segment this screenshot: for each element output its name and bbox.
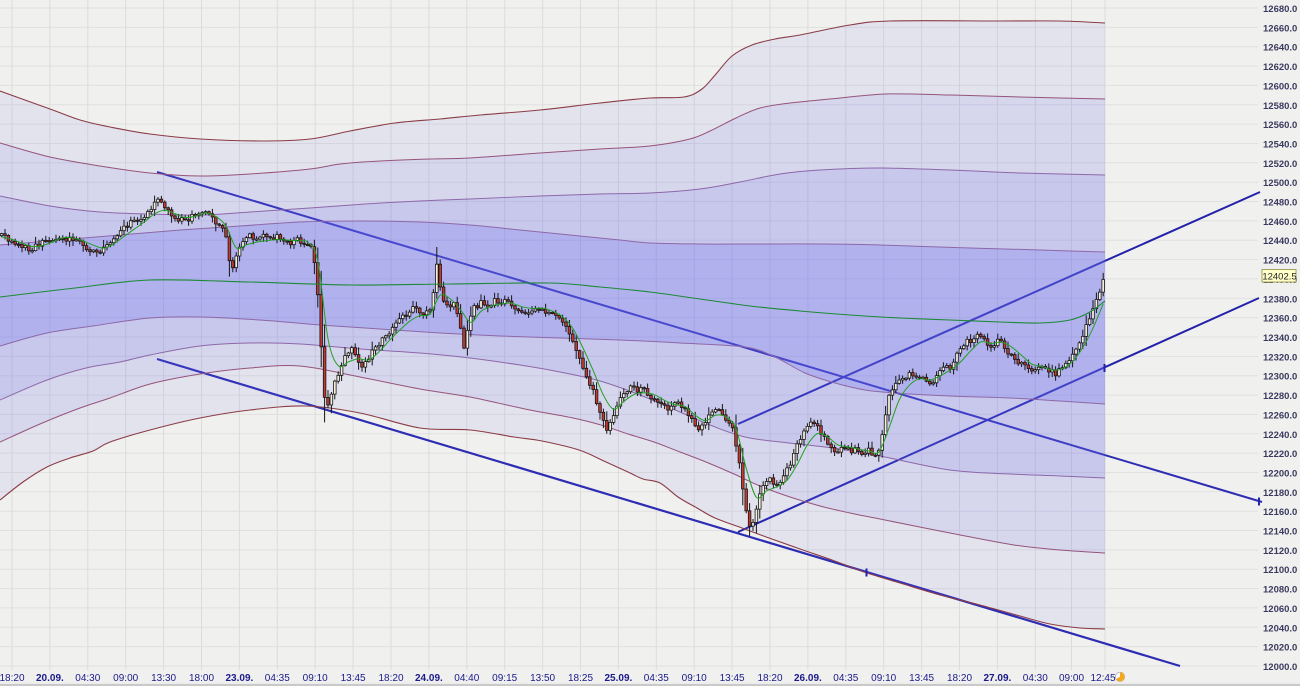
svg-text:12280.0: 12280.0 bbox=[1263, 391, 1297, 402]
svg-text:23.09.: 23.09. bbox=[225, 673, 253, 684]
svg-text:12200.0: 12200.0 bbox=[1263, 469, 1297, 480]
svg-text:13:30: 13:30 bbox=[151, 673, 176, 684]
svg-text:12640.0: 12640.0 bbox=[1263, 43, 1297, 54]
svg-text:12560.0: 12560.0 bbox=[1263, 120, 1297, 131]
svg-text:09:15: 09:15 bbox=[492, 673, 517, 684]
svg-text:18:20: 18:20 bbox=[947, 673, 972, 684]
svg-text:12680.0: 12680.0 bbox=[1263, 4, 1297, 15]
svg-text:12420.0: 12420.0 bbox=[1263, 256, 1297, 267]
svg-text:13:45: 13:45 bbox=[909, 673, 934, 684]
svg-text:12540.0: 12540.0 bbox=[1263, 140, 1297, 151]
svg-text:04:30: 04:30 bbox=[1023, 673, 1048, 684]
svg-text:12020.0: 12020.0 bbox=[1263, 643, 1297, 654]
svg-text:09:00: 09:00 bbox=[1059, 673, 1084, 684]
svg-text:12402.5: 12402.5 bbox=[1262, 272, 1296, 283]
svg-text:12500.0: 12500.0 bbox=[1263, 178, 1297, 189]
svg-text:12180.0: 12180.0 bbox=[1263, 488, 1297, 499]
svg-text:18:00: 18:00 bbox=[189, 673, 214, 684]
svg-text:12600.0: 12600.0 bbox=[1263, 81, 1297, 92]
svg-text:12520.0: 12520.0 bbox=[1263, 159, 1297, 170]
svg-text:13:45: 13:45 bbox=[720, 673, 745, 684]
svg-text:09:10: 09:10 bbox=[871, 673, 896, 684]
svg-text:25.09.: 25.09. bbox=[604, 673, 632, 684]
svg-text:12100.0: 12100.0 bbox=[1263, 565, 1297, 576]
svg-text:12000.0: 12000.0 bbox=[1263, 662, 1297, 673]
svg-text:04:35: 04:35 bbox=[265, 673, 290, 684]
svg-text:12300.0: 12300.0 bbox=[1263, 372, 1297, 383]
svg-text:12460.0: 12460.0 bbox=[1263, 217, 1297, 228]
svg-text:18:20: 18:20 bbox=[378, 673, 403, 684]
svg-text:12060.0: 12060.0 bbox=[1263, 604, 1297, 615]
svg-text:12240.0: 12240.0 bbox=[1263, 430, 1297, 441]
svg-text:12360.0: 12360.0 bbox=[1263, 314, 1297, 325]
svg-text:12120.0: 12120.0 bbox=[1263, 546, 1297, 557]
svg-text:12140.0: 12140.0 bbox=[1263, 527, 1297, 538]
svg-text:18:25: 18:25 bbox=[568, 673, 593, 684]
svg-text:04:35: 04:35 bbox=[644, 673, 669, 684]
svg-text:12380.0: 12380.0 bbox=[1263, 294, 1297, 305]
svg-text:12080.0: 12080.0 bbox=[1263, 585, 1297, 596]
svg-text:20.09.: 20.09. bbox=[36, 673, 64, 684]
svg-text:12160.0: 12160.0 bbox=[1263, 507, 1297, 518]
svg-text:24.09.: 24.09. bbox=[415, 673, 443, 684]
svg-text:18:20: 18:20 bbox=[0, 673, 25, 684]
svg-text:09:00: 09:00 bbox=[113, 673, 138, 684]
svg-text:12580.0: 12580.0 bbox=[1263, 101, 1297, 112]
svg-text:12220.0: 12220.0 bbox=[1263, 449, 1297, 460]
svg-text:12480.0: 12480.0 bbox=[1263, 198, 1297, 209]
svg-text:12:45: 12:45 bbox=[1090, 673, 1115, 684]
svg-text:13:50: 13:50 bbox=[530, 673, 555, 684]
svg-text:13:45: 13:45 bbox=[341, 673, 366, 684]
svg-text:26.09.: 26.09. bbox=[794, 673, 822, 684]
svg-text:04:30: 04:30 bbox=[75, 673, 100, 684]
svg-text:12440.0: 12440.0 bbox=[1263, 236, 1297, 247]
svg-text:12040.0: 12040.0 bbox=[1263, 623, 1297, 634]
svg-text:18:20: 18:20 bbox=[757, 673, 782, 684]
svg-text:09:10: 09:10 bbox=[303, 673, 328, 684]
svg-text:12260.0: 12260.0 bbox=[1263, 410, 1297, 421]
svg-text:12660.0: 12660.0 bbox=[1263, 23, 1297, 34]
svg-text:12320.0: 12320.0 bbox=[1263, 352, 1297, 363]
svg-text:12620.0: 12620.0 bbox=[1263, 62, 1297, 73]
svg-text:04:40: 04:40 bbox=[454, 673, 479, 684]
svg-text:04:35: 04:35 bbox=[833, 673, 858, 684]
svg-text:12340.0: 12340.0 bbox=[1263, 333, 1297, 344]
svg-text:09:10: 09:10 bbox=[682, 673, 707, 684]
svg-text:27.09.: 27.09. bbox=[983, 673, 1011, 684]
